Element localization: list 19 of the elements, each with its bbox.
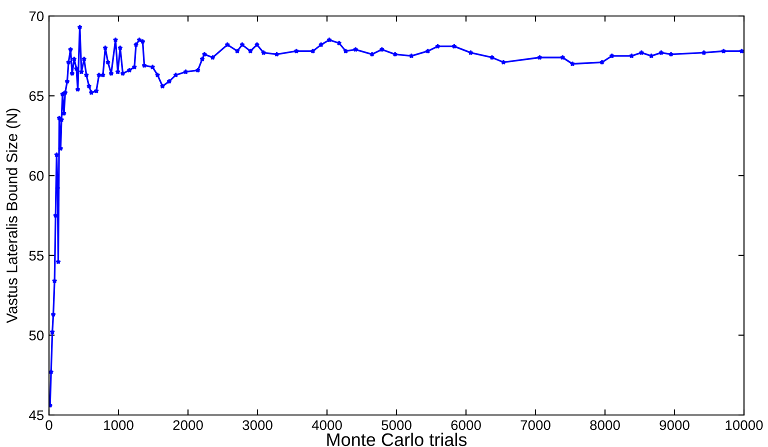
y-tick-label: 65 <box>29 91 44 101</box>
x-tick-label: 3000 <box>242 420 272 430</box>
y-axis-title: Vastus Lateralis Bound Size (N) <box>6 108 20 324</box>
x-tick-label: 0 <box>46 420 52 430</box>
x-tick-label: 6000 <box>451 420 481 430</box>
x-tick-label: 7000 <box>520 420 550 430</box>
x-tick-label: 5000 <box>382 420 412 430</box>
y-tick-label: 60 <box>29 170 44 181</box>
y-tick-label: 45 <box>29 410 44 420</box>
y-tick-label: 55 <box>29 250 44 261</box>
x-tick-label: 8000 <box>590 420 620 430</box>
y-tick-label: 70 <box>29 11 44 22</box>
x-axis-title: Monte Carlo trials <box>327 432 467 446</box>
x-tick-label: 10000 <box>726 420 763 430</box>
x-tick-label: 9000 <box>660 420 690 430</box>
x-tick-label: 1000 <box>104 420 134 430</box>
y-tick-label: 50 <box>29 330 44 340</box>
x-tick-label: 2000 <box>173 420 203 430</box>
x-tick-label: 4000 <box>312 420 342 430</box>
